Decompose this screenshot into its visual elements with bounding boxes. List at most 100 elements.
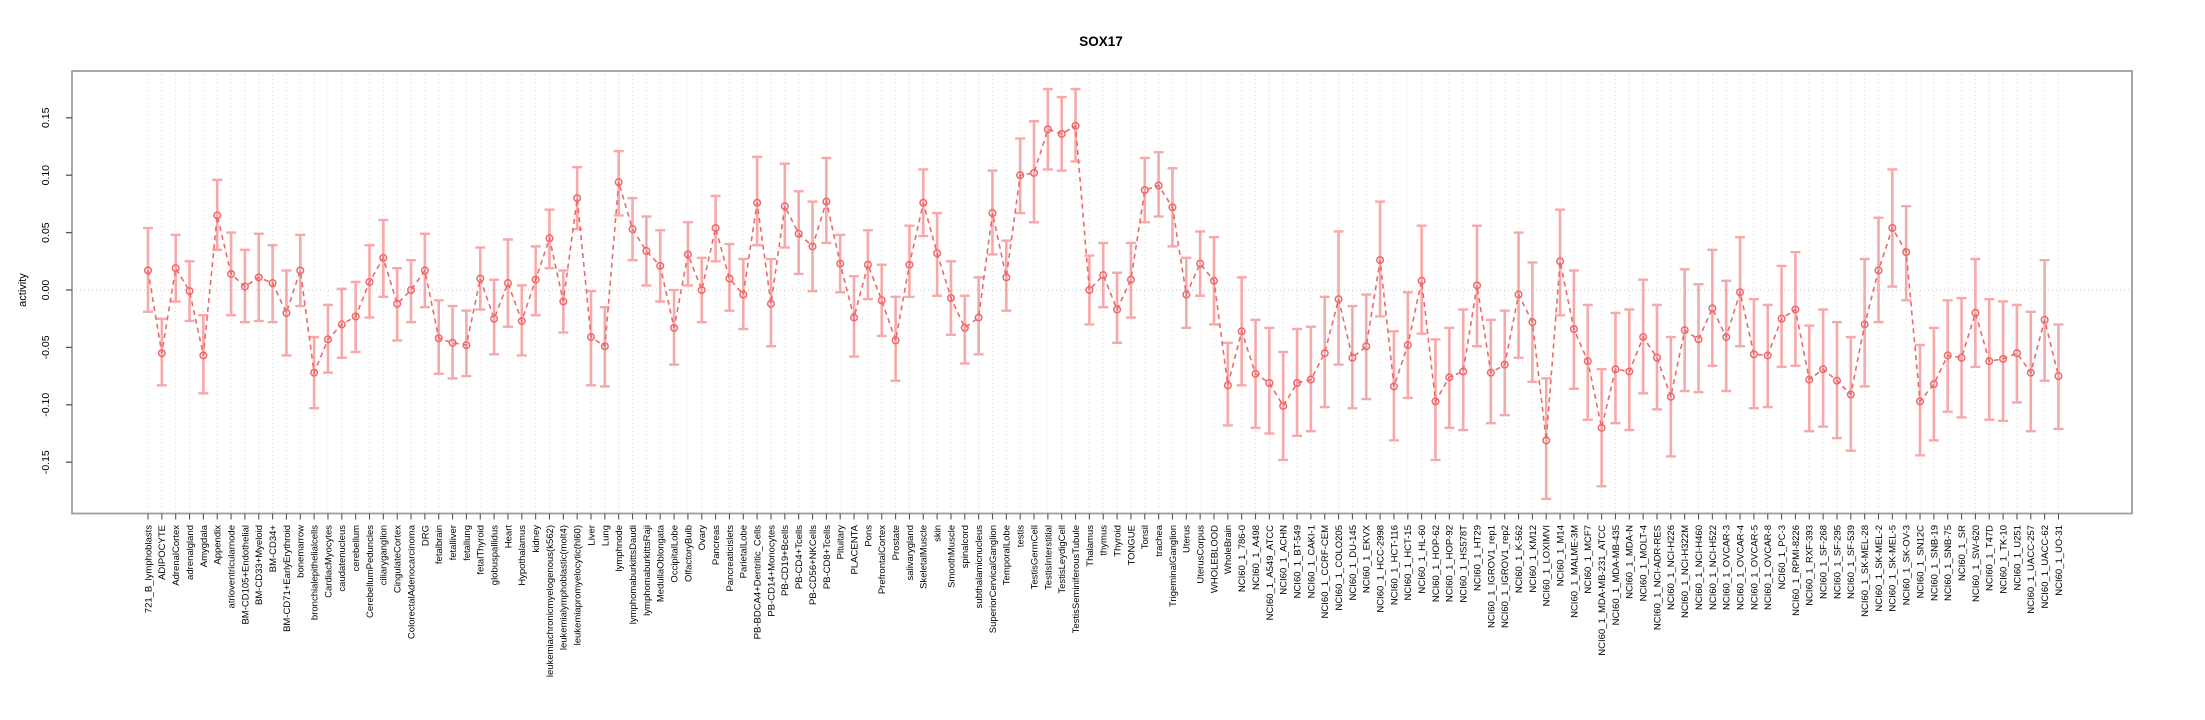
x-category-label: NCI60_1_RPMI-8226: [1791, 525, 1802, 616]
data-point: [157, 349, 166, 358]
x-category-label: BM-CD71+EarlyErythroid: [282, 525, 293, 632]
data-point: [296, 266, 305, 275]
x-category-label: Heart: [503, 525, 514, 549]
data-point: [1556, 257, 1565, 266]
data-point: [268, 279, 277, 288]
data-point: [227, 269, 236, 278]
data-point: [310, 368, 319, 377]
data-point: [891, 336, 900, 345]
data-point: [656, 261, 665, 270]
data-point: [503, 279, 512, 288]
x-category-label: NCI60_1_UO-31: [2054, 525, 2065, 596]
x-category-label: TestisLeydigCell: [1057, 525, 1068, 594]
grid-layer: [72, 71, 2132, 514]
chart-title: SOX17: [1079, 34, 1123, 49]
data-point: [1832, 376, 1842, 385]
x-category-label: NCI60_1_UACC-257: [2026, 525, 2037, 614]
x-category-label: NCI60_1_MOLT-4: [1639, 525, 1650, 601]
data-point: [1043, 125, 1052, 134]
data-point: [1666, 392, 1675, 401]
data-point: [1569, 324, 1578, 334]
data-point: [462, 341, 471, 350]
data-point: [2054, 372, 2063, 381]
data-point: [531, 275, 540, 284]
data-point: [766, 299, 776, 308]
data-point: [683, 250, 692, 259]
data-point: [1168, 203, 1177, 212]
data-point: [1583, 357, 1592, 366]
data-point: [1597, 423, 1606, 432]
x-category-label: NCI60_1_SK-MEL-28: [1860, 525, 1871, 617]
y-tick-label: -0.10: [40, 393, 52, 417]
y-tick-label: 0.05: [40, 222, 52, 243]
x-category-label: NCI60_1_TK-10: [1999, 525, 2010, 594]
x-category-label: SkeletalMuscle: [919, 525, 930, 589]
data-point: [1915, 397, 1925, 406]
x-category-label: NCI60_1_T47D: [1985, 525, 1996, 591]
x-category-label: CerebellumPeduncles: [365, 525, 376, 618]
axis-layer: -0.15 -0.10 -0.05 0.00 0.05 0.10 0.15 721_B_lym…: [40, 70, 2133, 677]
data-point: [351, 312, 360, 321]
x-category-label: NCI60_1_HT29: [1472, 525, 1483, 591]
data-point: [1376, 256, 1385, 265]
data-point: [1209, 276, 1219, 285]
data-point: [1888, 223, 1897, 233]
y-tick-label: 0.10: [40, 165, 52, 186]
data-point: [1071, 121, 1080, 130]
x-category-label: Prostate: [891, 525, 902, 560]
x-category-label: Thyroid: [1113, 525, 1124, 557]
x-category-label: UterusCorpus: [1196, 525, 1207, 584]
errorbar-layer: [143, 87, 2064, 501]
x-category-label: NCI60_1_IGROV1_rep1: [1486, 525, 1497, 628]
x-category-label: SuperiorCervicalGanglion: [988, 525, 999, 633]
x-category-label: NCI60_1_786-0: [1237, 525, 1248, 592]
data-point: [240, 282, 249, 291]
x-category-label: NCI60_1_KM12: [1528, 525, 1539, 593]
x-category-label: ColorectalAdenocarcinoma: [406, 524, 417, 639]
x-category-label: MedullaOblongata: [656, 524, 667, 602]
x-category-label: NCI60_1_SK-MEL-2: [1874, 525, 1885, 612]
data-point: [1140, 186, 1149, 195]
data-point: [1999, 354, 2008, 363]
x-category-label: NCI60_1_MDA-N: [1625, 525, 1636, 599]
x-category-label: lymphomaburkittsDaudi: [628, 525, 639, 624]
data-point: [753, 198, 762, 207]
x-category-label: SmoothMuscle: [946, 525, 957, 588]
data-point: [143, 266, 153, 275]
x-category-label: Hypothalamus: [517, 525, 528, 586]
x-category-label: kidney: [531, 525, 542, 553]
data-point: [517, 316, 526, 326]
x-category-label: NCI60_1_SR: [1957, 525, 1968, 581]
data-point: [1099, 271, 1108, 280]
data-point: [933, 249, 942, 258]
x-category-label: NCI60_1_HOP-92: [1445, 525, 1456, 602]
data-point: [420, 266, 429, 275]
x-category-label: NCI60_1_MCF7: [1583, 525, 1594, 594]
x-category-label: NCI60_1_MALME-3M: [1569, 525, 1580, 618]
x-category-label: Pancreaticislets: [725, 525, 736, 592]
x-category-label: DRG: [420, 525, 431, 546]
x-category-label: fetalliver: [448, 525, 459, 560]
x-category-label: NCI60_1_SK-OV-3: [1902, 525, 1913, 605]
x-category-label: NCI60_1_RXF-393: [1805, 525, 1816, 606]
x-category-label: fetallung: [462, 525, 473, 561]
data-point: [448, 338, 457, 347]
x-category-label: PB-CD4+Tcells: [794, 525, 805, 589]
x-category-label: CingulateCortex: [393, 525, 404, 593]
data-point: [1306, 375, 1315, 384]
data-point: [365, 277, 374, 287]
data-point: [1265, 378, 1274, 388]
data-point: [1680, 326, 1689, 335]
data-point: [1528, 318, 1537, 327]
data-point: [1196, 259, 1205, 268]
data-point: [808, 242, 817, 251]
data-point: [1514, 290, 1523, 299]
data-point: [199, 351, 208, 360]
x-category-label: leukemiapromyelocytic(hl60): [573, 525, 584, 645]
data-point: [739, 290, 748, 299]
data-point: [282, 308, 291, 318]
data-point: [1251, 369, 1260, 378]
data-point: [1929, 380, 1938, 389]
data-point: [1902, 248, 1911, 257]
